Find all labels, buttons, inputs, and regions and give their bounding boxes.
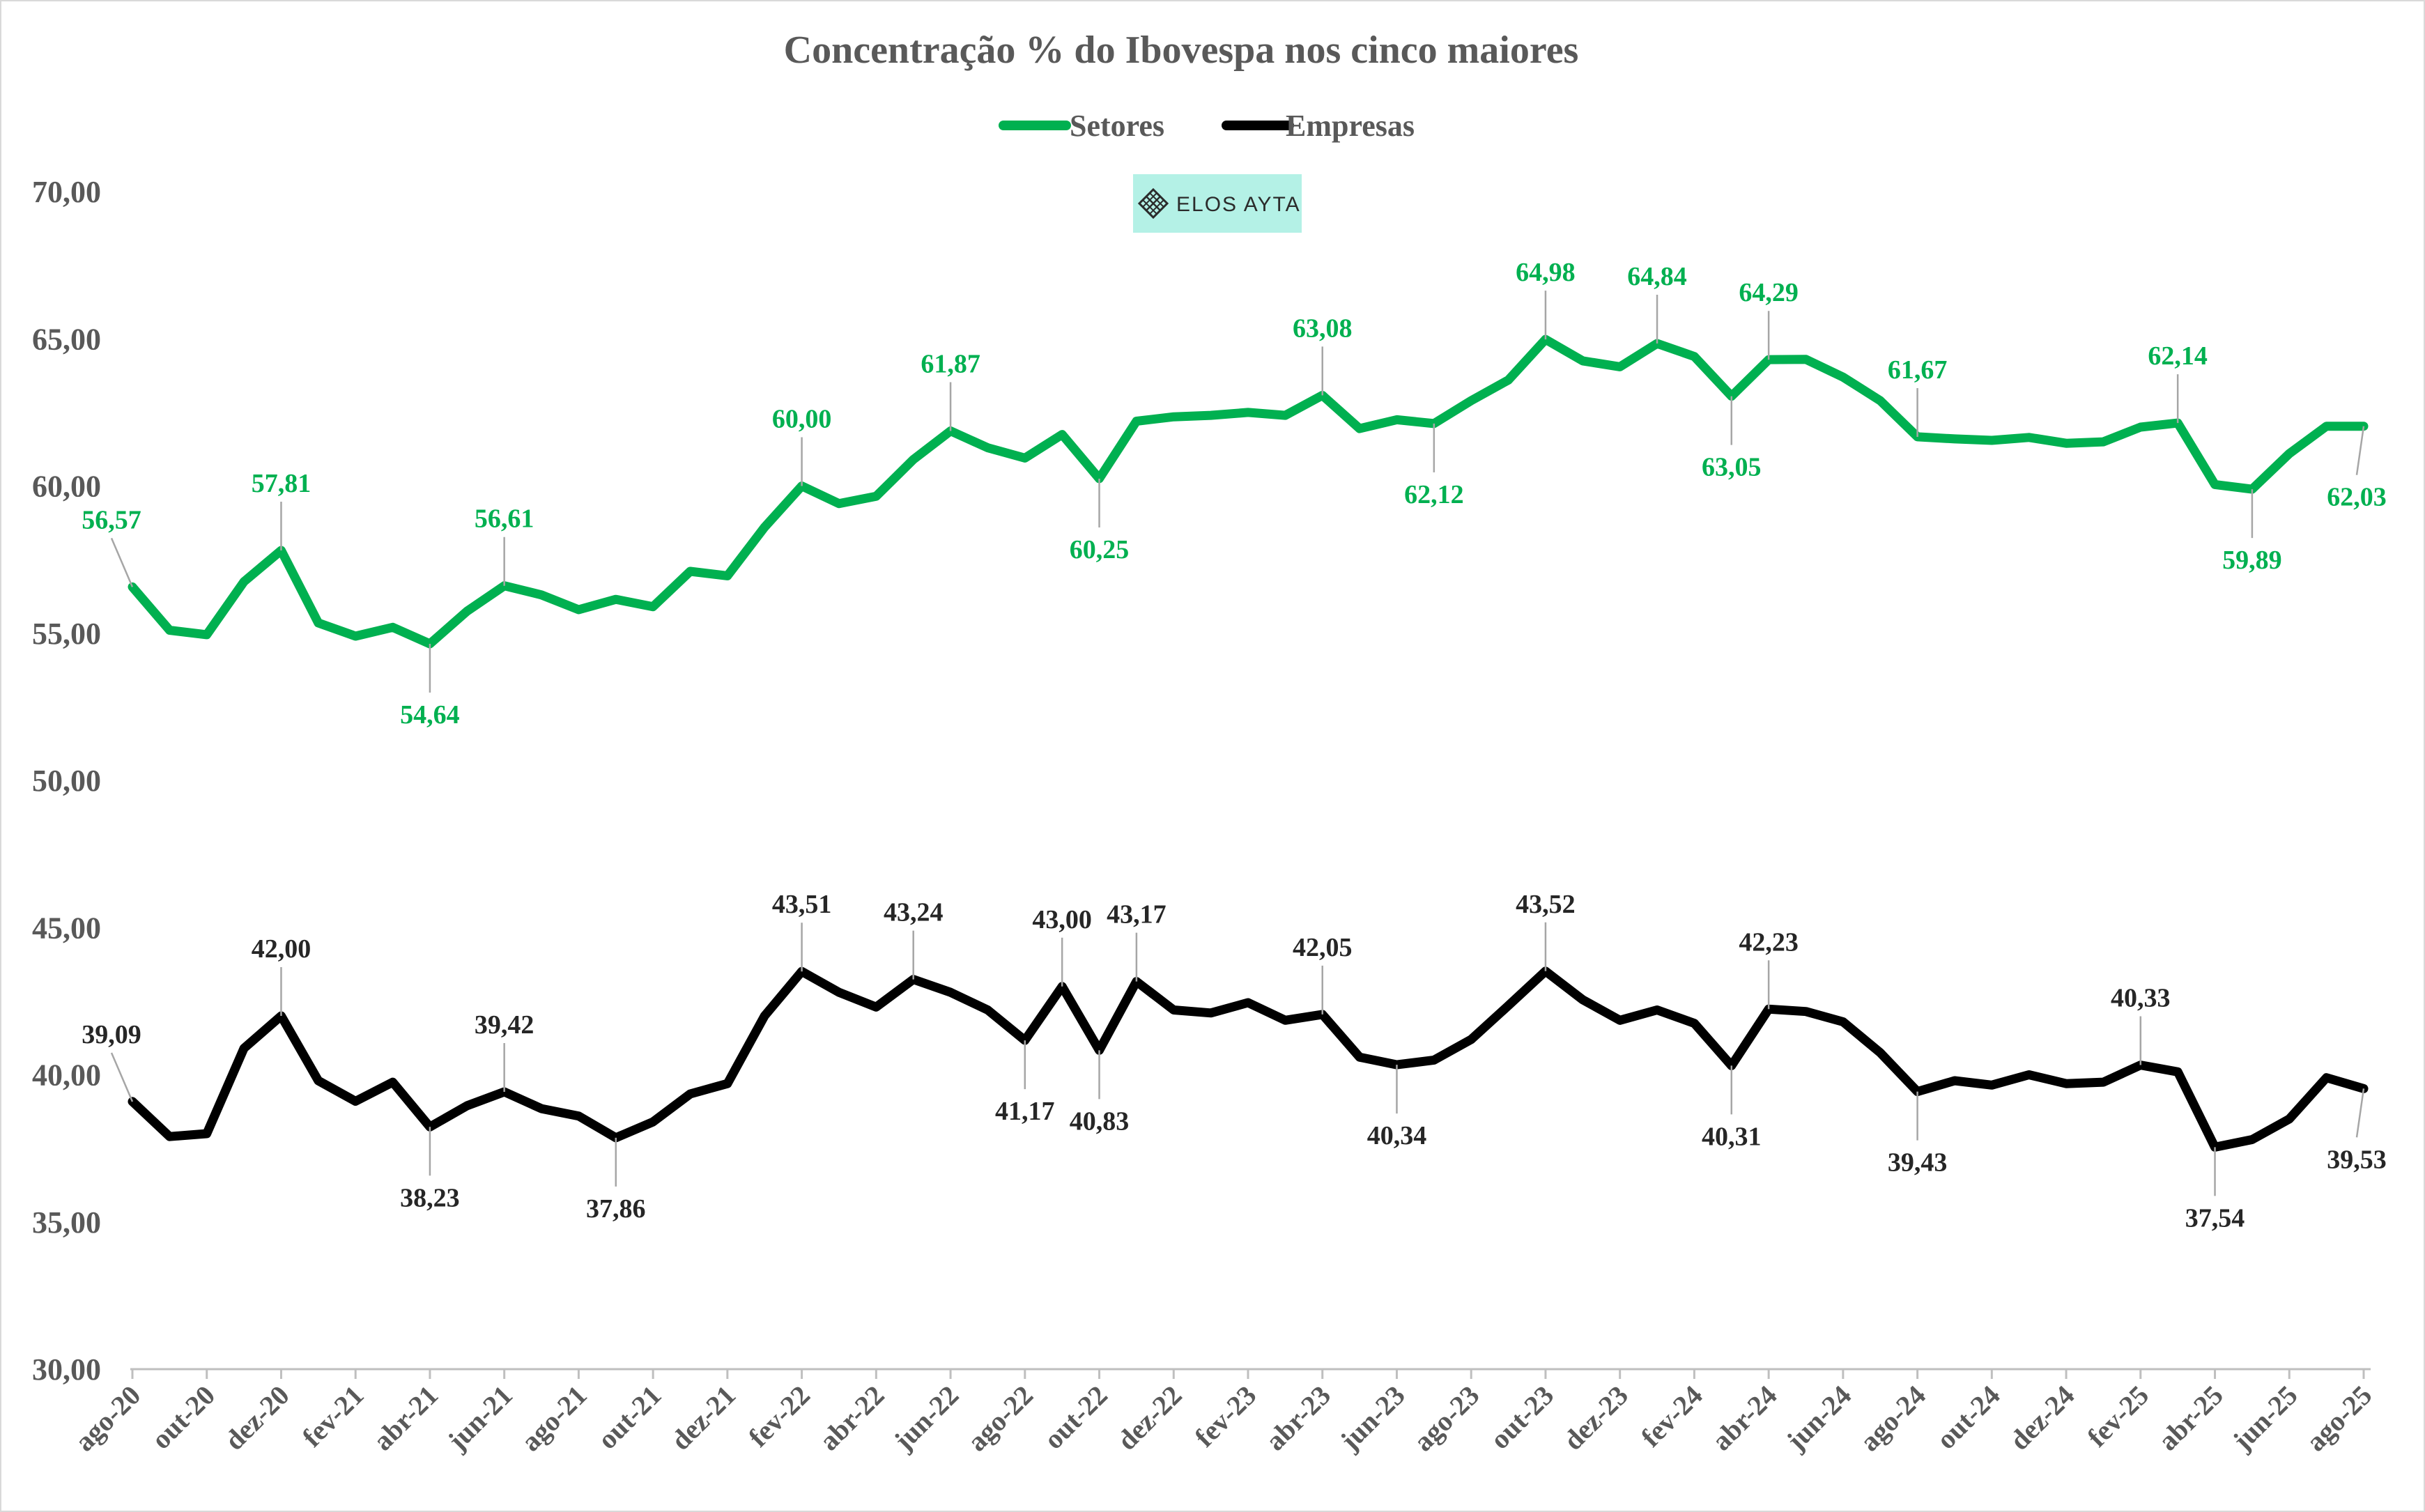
y-tick-label: 50,00 bbox=[32, 764, 101, 798]
logo: ELOS AYTA bbox=[1133, 174, 1302, 233]
data-label: 63,05 bbox=[1702, 453, 1762, 482]
data-label: 42,05 bbox=[1293, 933, 1353, 962]
y-tick-label: 35,00 bbox=[32, 1205, 101, 1240]
logo-text: ELOS AYTA bbox=[1176, 193, 1301, 216]
x-tick-label: ago-24 bbox=[1854, 1380, 1932, 1458]
data-label: 62,03 bbox=[2327, 483, 2387, 512]
data-label: 57,81 bbox=[252, 469, 311, 498]
data-label: 40,83 bbox=[1070, 1106, 1130, 1136]
data-label: 60,00 bbox=[772, 405, 832, 434]
data-label: 37,86 bbox=[586, 1194, 646, 1224]
y-tick-label: 30,00 bbox=[32, 1352, 101, 1387]
y-tick-label: 55,00 bbox=[32, 617, 101, 651]
x-tick-label: jun-21 bbox=[441, 1380, 518, 1457]
x-tick-label: fev-21 bbox=[296, 1380, 370, 1453]
y-tick-label: 45,00 bbox=[32, 911, 101, 945]
x-tick-label: fev-22 bbox=[742, 1380, 816, 1453]
y-tick-label: 65,00 bbox=[32, 322, 101, 356]
data-label: 39,53 bbox=[2327, 1145, 2387, 1174]
x-tick-label: fev-24 bbox=[1635, 1380, 1709, 1453]
y-tick-label: 40,00 bbox=[32, 1058, 101, 1093]
x-tick-label: jun-23 bbox=[1334, 1380, 1411, 1457]
series-line-empresas bbox=[128, 966, 2369, 1152]
data-label: 64,84 bbox=[1627, 262, 1687, 291]
data-label: 54,64 bbox=[400, 700, 460, 730]
data-label: 62,12 bbox=[1404, 480, 1464, 509]
x-tick-label: dez-23 bbox=[1557, 1380, 1634, 1456]
data-label: 64,29 bbox=[1739, 278, 1799, 307]
data-label-leader bbox=[110, 537, 134, 587]
data-label: 61,87 bbox=[921, 349, 980, 378]
series-line-setores bbox=[128, 334, 2369, 649]
x-tick-label: fev-25 bbox=[2081, 1380, 2155, 1453]
x-tick-label: abr-25 bbox=[2152, 1380, 2229, 1457]
x-tick-label: out-23 bbox=[1484, 1380, 1560, 1456]
data-label-leader bbox=[2355, 1088, 2365, 1138]
data-label: 40,34 bbox=[1367, 1121, 1427, 1150]
data-label: 64,98 bbox=[1516, 258, 1576, 287]
data-label: 43,00 bbox=[1032, 905, 1092, 934]
data-label: 43,24 bbox=[884, 898, 944, 927]
y-tick-label: 70,00 bbox=[32, 175, 101, 209]
x-tick-label: dez-22 bbox=[1111, 1380, 1187, 1456]
logo-mark-icon bbox=[1137, 187, 1169, 219]
data-label: 61,67 bbox=[1888, 355, 1948, 385]
data-label: 62,14 bbox=[2148, 341, 2208, 371]
chart-title: Concentração % do Ibovespa nos cinco mai… bbox=[784, 29, 1579, 72]
x-tick-label: out-22 bbox=[1038, 1380, 1114, 1456]
data-label: 59,89 bbox=[2222, 546, 2282, 575]
legend-label-empresas: Empresas bbox=[1286, 109, 1415, 143]
x-tick-label: ago-20 bbox=[68, 1380, 146, 1458]
data-label: 63,08 bbox=[1293, 314, 1353, 343]
y-axis: 30,00 35,00 40,00 45,00 50,00 55,00 60,00 65,00… bbox=[32, 175, 101, 1387]
data-label-leader bbox=[110, 1052, 134, 1102]
data-label: 39,42 bbox=[475, 1010, 534, 1040]
data-label: 43,52 bbox=[1516, 890, 1576, 919]
x-tick-label: jun-24 bbox=[1780, 1380, 1857, 1457]
x-tick-label: abr-24 bbox=[1706, 1380, 1783, 1457]
x-tick-label: dez-21 bbox=[665, 1380, 741, 1456]
x-tick-label: out-20 bbox=[145, 1380, 221, 1456]
x-tick-label: ago-25 bbox=[2300, 1380, 2378, 1458]
data-label: 42,23 bbox=[1739, 927, 1799, 957]
data-label: 60,25 bbox=[1070, 535, 1130, 564]
data-label: 38,23 bbox=[400, 1183, 460, 1212]
data-label-leader bbox=[2355, 426, 2365, 475]
x-tick-label: dez-24 bbox=[2003, 1380, 2080, 1456]
x-tick-label: ago-22 bbox=[961, 1380, 1039, 1458]
x-tick-label: ago-23 bbox=[1408, 1380, 1486, 1458]
data-label: 40,31 bbox=[1702, 1122, 1762, 1151]
x-tick-label: abr-22 bbox=[813, 1380, 891, 1457]
data-label: 37,54 bbox=[2185, 1203, 2245, 1233]
data-label: 43,51 bbox=[772, 890, 832, 919]
data-label: 43,17 bbox=[1107, 900, 1167, 929]
data-label: 56,61 bbox=[475, 504, 534, 534]
x-tick-label: abr-21 bbox=[367, 1380, 444, 1457]
data-label: 42,00 bbox=[252, 934, 311, 964]
data-label: 41,17 bbox=[995, 1097, 1055, 1126]
x-tick-label: jun-22 bbox=[887, 1380, 964, 1457]
x-tick-label: jun-25 bbox=[2226, 1380, 2304, 1457]
legend-label-setores: Setores bbox=[1070, 109, 1164, 143]
data-label: 39,09 bbox=[82, 1020, 141, 1049]
x-tick-label: fev-23 bbox=[1189, 1380, 1263, 1453]
data-labels: 56,57 57,81 54,64 56,61 60,00 61,87 60,25 63,08… bbox=[82, 258, 2387, 1233]
x-tick-label: ago-21 bbox=[515, 1380, 593, 1458]
data-label: 56,57 bbox=[82, 505, 141, 534]
y-tick-label: 60,00 bbox=[32, 470, 101, 504]
series-layer bbox=[128, 334, 2369, 1152]
data-label: 39,43 bbox=[1888, 1148, 1948, 1178]
x-tick-label: dez-20 bbox=[218, 1380, 295, 1456]
x-tick-label: out-21 bbox=[592, 1380, 668, 1456]
x-tick-label: out-24 bbox=[1930, 1380, 2006, 1456]
data-label: 40,33 bbox=[2111, 984, 2171, 1013]
x-tick-label: abr-23 bbox=[1259, 1380, 1337, 1457]
legend: Setores Empresas bbox=[999, 109, 1415, 143]
